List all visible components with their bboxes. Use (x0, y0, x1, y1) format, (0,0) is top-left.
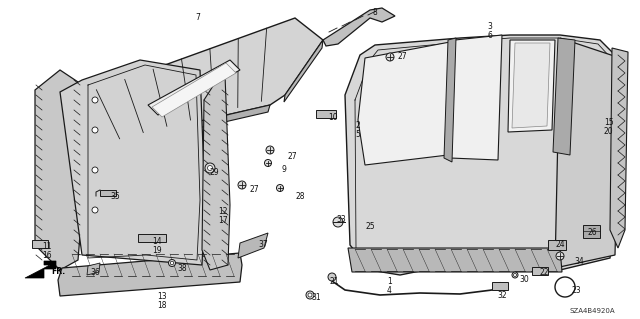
Polygon shape (492, 282, 508, 290)
Text: 4: 4 (387, 286, 392, 295)
Polygon shape (68, 18, 323, 145)
Text: 7: 7 (196, 13, 200, 22)
Text: 36: 36 (90, 268, 100, 277)
Polygon shape (512, 43, 550, 128)
Polygon shape (100, 190, 116, 196)
Text: 15: 15 (604, 118, 614, 127)
Polygon shape (60, 60, 205, 265)
Circle shape (92, 207, 98, 213)
Text: 19: 19 (152, 246, 162, 255)
Polygon shape (610, 48, 628, 248)
Text: 5: 5 (356, 130, 360, 139)
Text: FR.: FR. (51, 266, 65, 276)
Polygon shape (548, 240, 566, 250)
Circle shape (306, 291, 314, 299)
Polygon shape (238, 233, 268, 258)
Polygon shape (444, 38, 456, 162)
Text: SZA4B4920A: SZA4B4920A (570, 308, 616, 314)
Circle shape (556, 252, 564, 260)
Text: 14: 14 (152, 237, 162, 246)
Circle shape (386, 53, 394, 61)
Circle shape (207, 166, 212, 170)
Text: 29: 29 (210, 168, 220, 177)
Text: 34: 34 (574, 257, 584, 266)
Polygon shape (94, 105, 270, 152)
Circle shape (205, 163, 215, 173)
Polygon shape (345, 35, 620, 275)
Bar (316, 110, 336, 118)
Text: 27: 27 (250, 185, 260, 194)
Polygon shape (202, 72, 230, 270)
Text: 31: 31 (311, 293, 321, 302)
Text: 6: 6 (488, 31, 492, 40)
Text: 32: 32 (497, 291, 507, 300)
Text: 20: 20 (604, 127, 614, 136)
Text: 12: 12 (218, 207, 227, 216)
Polygon shape (358, 42, 450, 165)
Circle shape (333, 217, 343, 227)
Text: 18: 18 (157, 301, 167, 310)
Text: 30: 30 (519, 275, 529, 284)
Text: 24: 24 (555, 240, 564, 249)
Text: 23: 23 (572, 286, 582, 295)
Circle shape (555, 277, 575, 297)
Circle shape (512, 272, 518, 278)
Circle shape (92, 97, 98, 103)
Bar (532, 267, 548, 275)
Circle shape (276, 184, 284, 191)
Circle shape (266, 146, 274, 154)
Text: 26: 26 (587, 228, 596, 237)
Text: 8: 8 (372, 8, 378, 17)
Text: 38: 38 (177, 264, 187, 273)
Polygon shape (508, 40, 555, 132)
Text: 27: 27 (287, 152, 296, 161)
Text: 10: 10 (328, 113, 338, 122)
Text: 9: 9 (282, 165, 287, 174)
Circle shape (238, 181, 246, 189)
Polygon shape (348, 248, 562, 272)
Circle shape (308, 293, 312, 297)
Text: 1: 1 (387, 277, 392, 286)
Polygon shape (58, 253, 242, 296)
Text: 3: 3 (488, 22, 492, 31)
Text: 21: 21 (330, 277, 339, 286)
Polygon shape (284, 40, 323, 102)
Circle shape (264, 160, 271, 167)
Text: 16: 16 (42, 251, 52, 260)
Circle shape (168, 259, 175, 266)
Text: 28: 28 (296, 192, 305, 201)
Polygon shape (152, 63, 236, 117)
Polygon shape (35, 70, 82, 270)
Circle shape (92, 167, 98, 173)
Polygon shape (87, 263, 100, 275)
Text: 37: 37 (258, 240, 268, 249)
Text: 13: 13 (157, 292, 167, 301)
Text: 22: 22 (540, 268, 550, 277)
Text: 33: 33 (336, 215, 346, 224)
Circle shape (92, 127, 98, 133)
Text: 2: 2 (356, 121, 360, 130)
Polygon shape (323, 8, 395, 46)
Polygon shape (450, 35, 502, 160)
Circle shape (170, 261, 173, 265)
Text: 27: 27 (398, 52, 408, 61)
Bar (138, 234, 166, 242)
Polygon shape (25, 261, 56, 278)
Text: 17: 17 (218, 216, 228, 225)
Polygon shape (555, 38, 620, 268)
Text: 25: 25 (365, 222, 374, 231)
Polygon shape (148, 60, 240, 115)
Polygon shape (583, 225, 600, 238)
Circle shape (513, 273, 516, 277)
Circle shape (328, 273, 336, 281)
Text: 11: 11 (42, 242, 51, 251)
Text: 35: 35 (110, 192, 120, 201)
Bar (32, 240, 48, 248)
Polygon shape (553, 38, 575, 155)
